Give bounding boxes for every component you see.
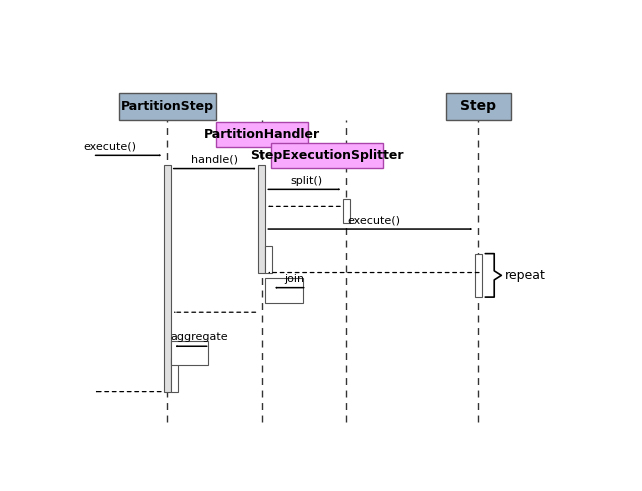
Bar xyxy=(270,143,383,167)
Text: PartitionHandler: PartitionHandler xyxy=(204,128,320,141)
Bar xyxy=(446,93,510,120)
Text: StepExecutionSplitter: StepExecutionSplitter xyxy=(250,149,403,162)
Bar xyxy=(164,165,171,392)
Bar xyxy=(258,165,265,273)
Bar xyxy=(171,341,208,365)
Text: aggregate: aggregate xyxy=(171,332,229,343)
Bar xyxy=(119,93,216,120)
Text: PartitionStep: PartitionStep xyxy=(121,100,214,112)
Text: execute(): execute() xyxy=(347,215,401,225)
Text: repeat: repeat xyxy=(505,269,546,282)
Bar xyxy=(171,357,178,392)
Bar xyxy=(216,122,308,147)
Text: Step: Step xyxy=(460,99,496,113)
Text: join: join xyxy=(284,274,304,284)
Bar xyxy=(265,246,272,273)
Text: split(): split() xyxy=(291,176,323,186)
Bar xyxy=(475,254,482,297)
Bar xyxy=(343,199,350,223)
Text: execute(): execute() xyxy=(83,141,137,152)
Bar xyxy=(265,278,302,303)
Text: handle(): handle() xyxy=(191,155,238,165)
